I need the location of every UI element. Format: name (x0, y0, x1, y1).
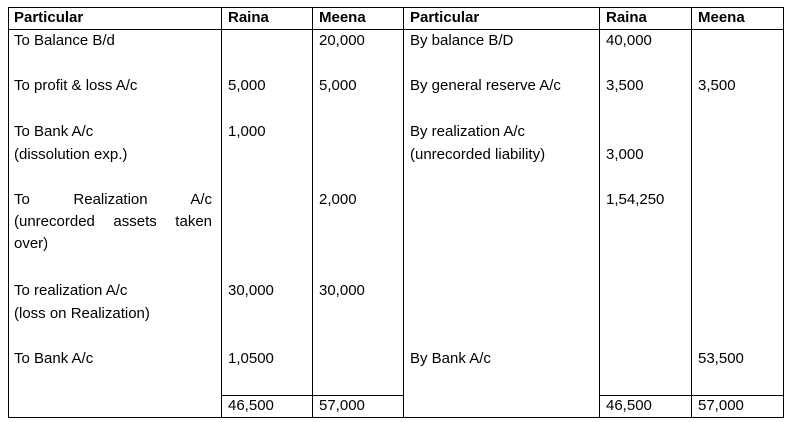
col-border-center (403, 7, 404, 418)
debit-total-raina: 46,500 (228, 397, 274, 414)
debit-particular-4-line-1: To Realization A/c (14, 191, 212, 208)
debit-particular-2: To profit & loss A/c (14, 77, 138, 94)
header-raina-credit: Raina (606, 9, 647, 26)
debit-particular-5-line-2: (loss on Realization) (14, 305, 150, 322)
credit-raina-3: 3,000 (606, 146, 644, 163)
credit-particular-3-line-1: By realization A/c (410, 123, 526, 140)
debit-particular-1: To Balance B/d (14, 32, 115, 49)
capital-account-ledger: Particular Raina Meena Particular Raina … (8, 7, 784, 418)
table-top-border (8, 7, 784, 8)
debit-particular-4-line-2: (unrecorded assets taken (14, 213, 212, 230)
header-meena-debit: Meena (319, 9, 366, 26)
debit-meena-4: 2,000 (319, 191, 357, 208)
table-bottom-border (8, 417, 784, 418)
col-border-debit-meena (312, 7, 313, 418)
credit-particular-2: By general reserve A/c (410, 77, 561, 94)
debit-total-meena: 57,000 (319, 397, 365, 414)
credit-meena-2: 3,500 (698, 77, 736, 94)
debit-particular-4-line-3: over) (14, 235, 49, 252)
credit-particular-1: By balance B/D (410, 32, 514, 49)
credit-meena-5: 53,500 (698, 350, 744, 367)
debit-meena-1: 20,000 (319, 32, 365, 49)
col-border-credit-raina (599, 7, 600, 418)
debit-raina-2: 5,000 (228, 77, 266, 94)
credit-raina-2: 3,500 (606, 77, 644, 94)
debit-particular-6: To Bank A/c (14, 350, 94, 367)
credit-total-raina: 46,500 (606, 397, 652, 414)
credit-raina-4: 1,54,250 (606, 191, 665, 208)
header-meena-credit: Meena (698, 9, 745, 26)
debit-raina-5: 30,000 (228, 282, 274, 299)
credit-particular-3-line-2: (unrecorded liability) (410, 146, 546, 163)
col-border-debit-raina (221, 7, 222, 418)
header-divider (8, 29, 784, 30)
credit-particular-5: By Bank A/c (410, 350, 491, 367)
debit-meena-2: 5,000 (319, 77, 357, 94)
debit-particular-5-line-1: To realization A/c (14, 282, 128, 299)
header-particular-debit: Particular (14, 9, 84, 26)
credit-raina-1: 40,000 (606, 32, 652, 49)
col-border-credit-meena (691, 7, 692, 418)
header-particular-credit: Particular (410, 9, 480, 26)
debit-meena-5: 30,000 (319, 282, 365, 299)
debit-particular-3-line-2: (dissolution exp.) (14, 146, 128, 163)
debit-raina-3: 1,000 (228, 123, 266, 140)
header-raina-debit: Raina (228, 9, 269, 26)
debit-particular-3-line-1: To Bank A/c (14, 123, 94, 140)
credit-total-meena: 57,000 (698, 397, 744, 414)
col-border-left (8, 7, 9, 418)
debit-raina-6: 1,0500 (228, 350, 274, 367)
col-border-right (783, 7, 784, 418)
